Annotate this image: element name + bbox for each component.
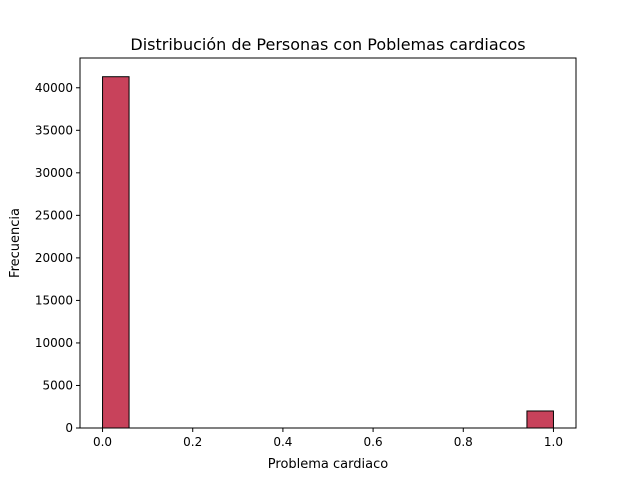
y-tick-label: 25000 [35,208,73,222]
x-tick-label: 0.6 [364,435,383,449]
y-axis-ticks: 0 5000 10000 15000 20000 25000 30000 35000 40000 [35,81,80,435]
x-axis-ticks: 0.0 0.2 0.4 0.6 0.8 1.0 [93,428,563,449]
histogram-bar-0 [102,76,130,429]
histogram-bar-1 [526,410,554,429]
x-tick-label: 1.0 [544,435,563,449]
x-tick-label: 0.4 [273,435,292,449]
y-tick-label: 20000 [35,251,73,265]
y-axis-label: Frecuencia [8,208,23,278]
x-tick-label: 0.8 [454,435,473,449]
x-axis-label: Problema cardiaco [268,457,388,472]
y-tick-label: 0 [65,421,73,435]
chart-title: Distribución de Personas con Poblemas ca… [130,35,525,54]
y-tick-label: 35000 [35,123,73,137]
y-tick-label: 30000 [35,166,73,180]
plot-frame [79,57,577,429]
y-tick-label: 15000 [35,293,73,307]
x-tick-label: 0.0 [93,435,112,449]
y-tick-label: 40000 [35,81,73,95]
y-tick-label: 10000 [35,336,73,350]
y-tick-label: 5000 [42,378,73,392]
bars-group [102,76,554,429]
x-tick-label: 0.2 [183,435,202,449]
